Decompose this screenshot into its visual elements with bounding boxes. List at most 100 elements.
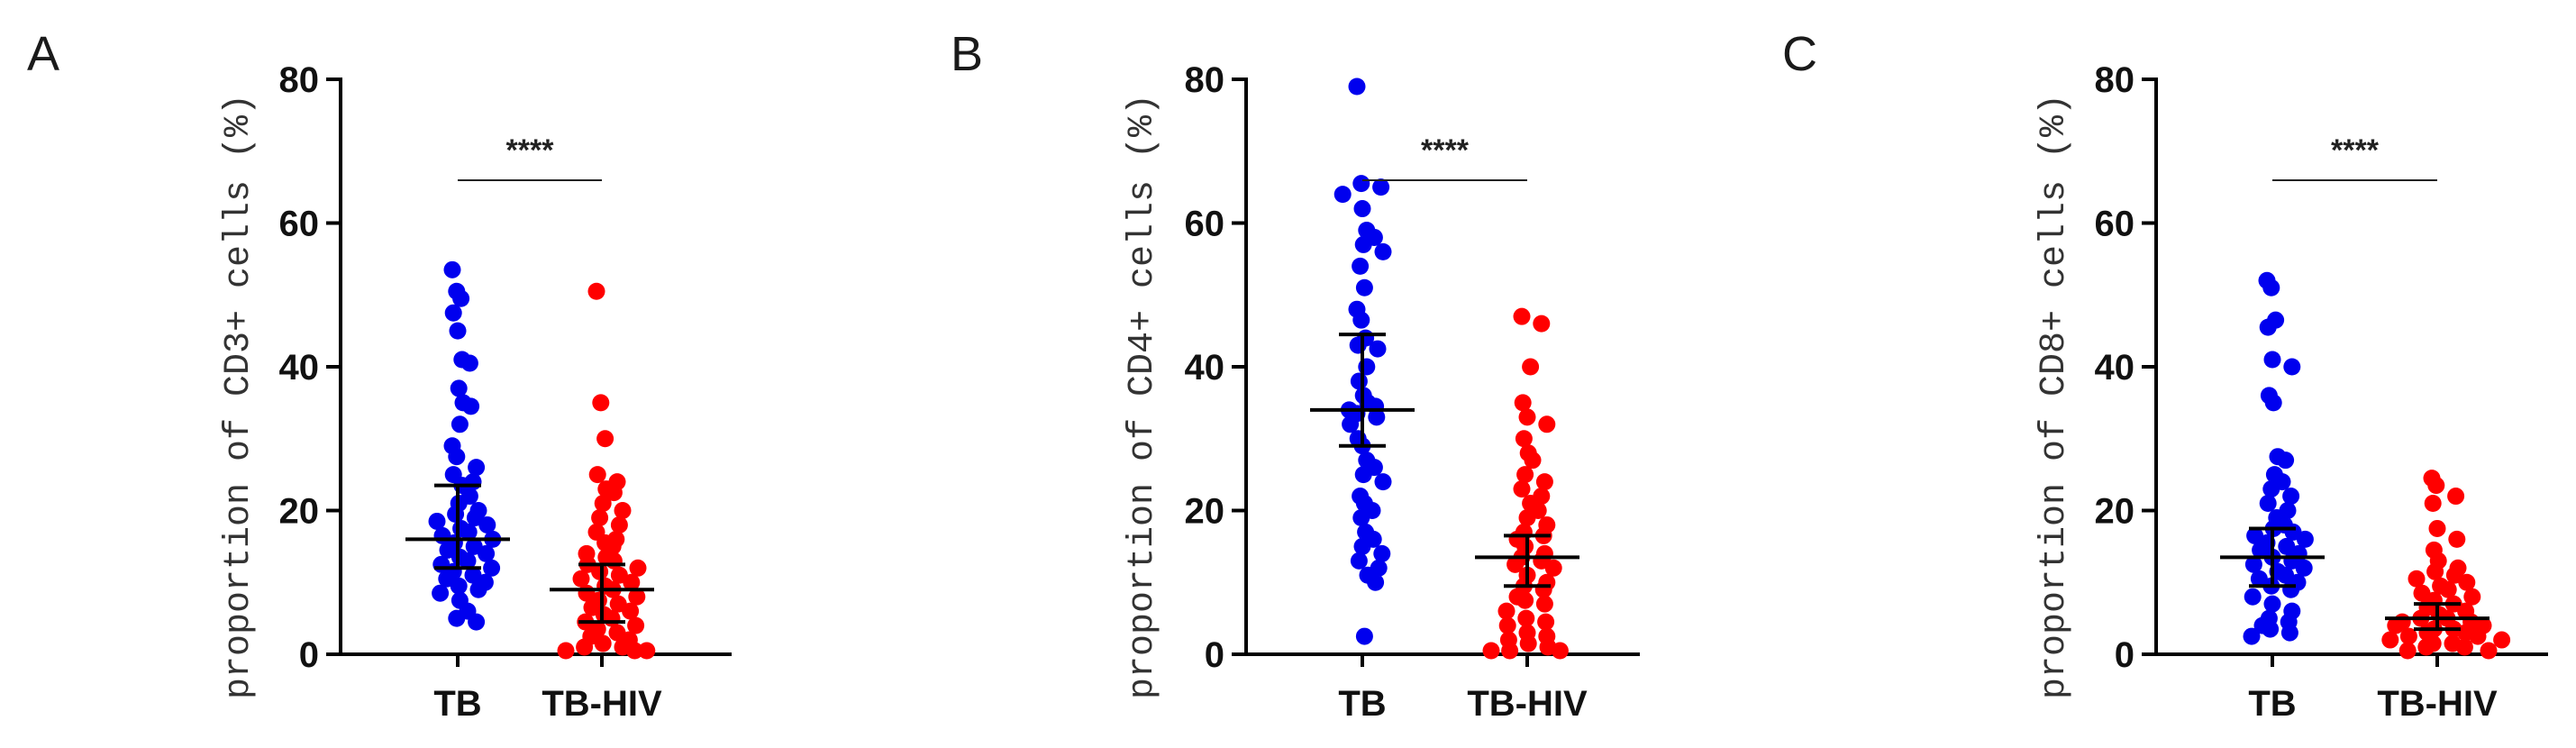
data-point-tb-hiv [591, 562, 609, 580]
data-point-tb [1374, 242, 1392, 260]
data-point-tb [447, 505, 465, 523]
data-point-tb-hiv [1522, 358, 1540, 376]
data-point-tb [2243, 627, 2261, 645]
data-point-tb-hiv [614, 502, 632, 519]
data-point-tb-hiv [1513, 480, 1531, 498]
data-point-tb-hiv [1517, 609, 1535, 627]
data-point-tb [468, 613, 486, 631]
data-point-tb-hiv [1513, 307, 1531, 325]
data-point-tb-hiv [576, 638, 594, 656]
data-point-tb [2263, 351, 2281, 369]
data-point-tb-hiv [1524, 452, 1542, 470]
data-point-tb [2263, 595, 2281, 613]
data-point-tb [1355, 627, 1373, 645]
data-point-tb [2259, 318, 2277, 336]
y-tick-label: 0 [2115, 635, 2135, 675]
data-point-tb [1354, 466, 1372, 484]
data-point-tb-hiv [2428, 519, 2446, 537]
data-point-tb [2296, 530, 2314, 548]
significance-label-a: **** [506, 133, 555, 168]
data-point-tb-hiv [1498, 616, 1516, 634]
data-point-tb [2262, 620, 2280, 638]
data-point-tb-hiv [591, 508, 609, 526]
data-point-tb [1372, 178, 1390, 196]
data-point-tb [2262, 278, 2280, 296]
data-point-tb-hiv [2387, 616, 2405, 634]
panel-letter-c: C [1782, 27, 1817, 81]
data-point-tb-hiv [592, 394, 610, 412]
data-point-tb [450, 379, 468, 397]
data-point-tb [1355, 278, 1373, 296]
data-point-tb [460, 523, 478, 541]
data-point-tb [1353, 537, 1371, 555]
y-tick-label: 20 [279, 492, 320, 532]
data-point-tb-hiv [1519, 634, 1537, 652]
data-point-tb [478, 544, 496, 562]
y-tick-label: 80 [279, 60, 320, 100]
y-ticks-a: 0 20 40 60 80 [279, 60, 341, 675]
data-point-tb [443, 260, 461, 278]
data-point-tb-hiv [1544, 559, 1562, 577]
significance-c: **** [2272, 133, 2437, 181]
data-point-tb [478, 515, 496, 534]
data-point-tb-hiv [2417, 638, 2435, 656]
data-point-tb-hiv [1537, 613, 1555, 631]
data-point-tb-hiv [1518, 508, 1536, 526]
data-point-tb [1334, 186, 1352, 204]
y-tick-label: 80 [1185, 60, 1225, 100]
data-point-tb [2295, 559, 2313, 577]
data-point-tb [1352, 311, 1370, 329]
data-point-tb-hiv [2399, 642, 2417, 660]
data-point-tb [483, 559, 501, 577]
data-point-tb-hiv [596, 430, 614, 448]
data-point-tb [444, 304, 462, 322]
data-point-tb-hiv [2463, 588, 2481, 606]
data-point-tb [1373, 544, 1391, 562]
y-tick-label: 40 [1185, 348, 1225, 388]
data-point-tb [460, 354, 478, 372]
data-point-tb-hiv [1482, 642, 1500, 660]
data-point-tb-hiv [629, 559, 647, 577]
data-point-tb [450, 577, 468, 595]
data-point-tb [2283, 358, 2301, 376]
data-point-tb [452, 289, 470, 307]
axes-a [339, 78, 732, 667]
y-axis-label-a: proportion of CD3+ cells (%) [219, 94, 259, 699]
data-point-tb-hiv [1533, 315, 1551, 333]
data-point-tb-hiv [1535, 473, 1553, 491]
data-point-tb-hiv [610, 515, 628, 534]
data-point-tb-hiv [1501, 642, 1519, 660]
data-point-tb-hiv [638, 642, 656, 660]
category-label-tb-hiv-a: TB-HIV [542, 684, 662, 724]
data-point-tb-hiv [1538, 415, 1556, 433]
data-point-tb [1352, 257, 1370, 275]
data-point-tb [1353, 200, 1371, 218]
data-point-tb-hiv [2426, 562, 2444, 580]
data-point-tb-hiv [557, 642, 575, 660]
data-point-tb-hiv [2424, 495, 2442, 513]
data-point-tb-hiv [1514, 394, 1532, 412]
data-point-tb-hiv [1551, 642, 1569, 660]
error-bars-c [2220, 526, 2490, 632]
data-point-tb-hiv [2448, 530, 2466, 548]
points-a [428, 260, 656, 660]
data-point-tb-hiv [628, 588, 646, 606]
data-point-tb-hiv [605, 484, 623, 502]
y-tick-label: 80 [2095, 60, 2135, 100]
panel-letter-a: A [27, 27, 59, 81]
error-bars-b [1310, 333, 1579, 588]
data-point-tb [2259, 495, 2277, 513]
data-point-tb-hiv [2493, 631, 2511, 649]
y-tick-label: 0 [1205, 635, 1224, 675]
data-point-tb-hiv [1516, 466, 1534, 484]
category-label-tb-a: TB [433, 684, 481, 724]
data-point-tb-hiv [1535, 595, 1553, 613]
data-point-tb-hiv [572, 570, 590, 588]
y-axis-label-b: proportion of CD4+ cells (%) [1123, 94, 1163, 699]
y-tick-label: 60 [1185, 205, 1225, 244]
data-point-tb [451, 415, 469, 433]
data-point-tb [2262, 480, 2280, 498]
error-bars-a [405, 483, 654, 625]
data-point-tb-hiv [2408, 570, 2426, 588]
data-point-tb-hiv [623, 573, 641, 591]
